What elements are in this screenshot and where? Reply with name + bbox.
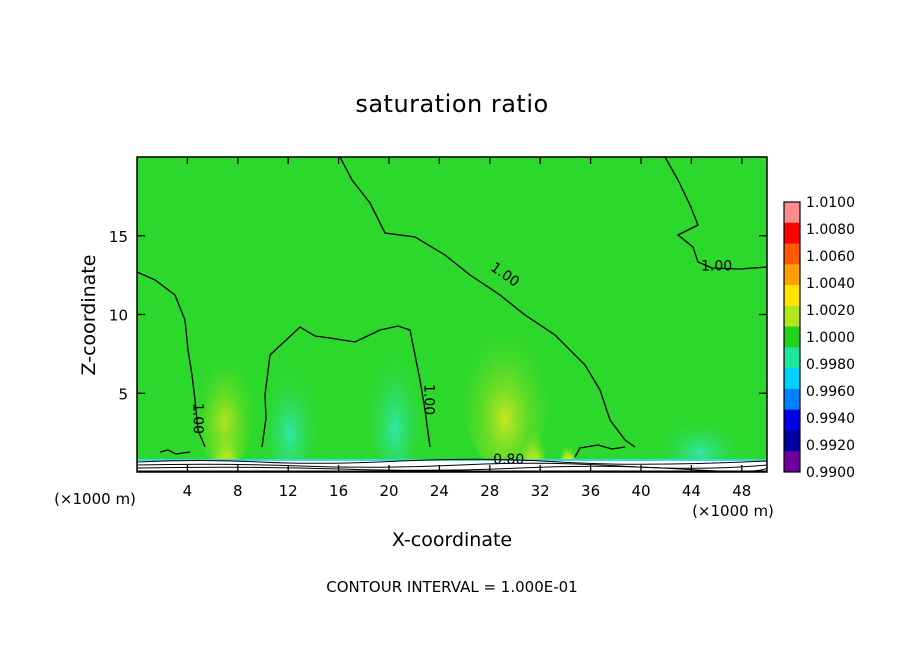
x-tick-label: 32 [531,482,550,500]
colorbar-swatch [784,285,800,307]
contour-lines [137,157,767,458]
x-tick-label: 40 [631,482,650,500]
colorbar-label: 0.9940 [806,411,855,427]
plume [212,400,240,472]
y-unit-label: (×1000 m) [54,490,136,508]
x-tick-label: 4 [183,482,193,500]
contour-label: 0.80 [493,452,524,468]
colorbar-frame [783,201,801,473]
surface-contours [137,458,767,472]
colorbar-swatch [784,451,800,473]
x-unit-label: (×1000 m) [692,502,774,520]
colorbar-swatch [784,202,800,224]
x-tick-label: 36 [581,482,600,500]
x-tick-label: 12 [279,482,298,500]
contour-label: 1.00 [190,403,206,434]
colorbar-swatch [784,326,800,348]
x-tick-label: 8 [233,482,243,500]
x-axis: 4 8 12 16 20 24 28 32 36 40 44 48 [183,157,751,500]
y-tick-label: 15 [109,228,128,246]
y-axis-label: Z-coordinate [78,255,100,376]
field-patch [195,330,255,470]
colorbar-swatch [784,368,800,390]
y-axis: 5 10 15 [109,228,767,403]
colorbar-swatch [784,409,800,431]
colorbar-swatch [784,388,800,411]
colorbar-label: 0.9960 [806,384,855,400]
colorbar-label: 0.9920 [806,438,855,454]
field-patch [660,410,740,470]
colorbar-swatch [784,347,800,369]
colorbar-label: 1.0040 [806,276,855,292]
colorbar-swatch [784,243,800,265]
y-tick-label: 10 [109,307,128,325]
plot-area [137,157,767,472]
colorbar-swatch [784,430,800,452]
colorbar-swatch [784,222,800,245]
colorbar-label: 0.9980 [806,357,855,373]
chart-title: saturation ratio [355,90,548,118]
colorbar-swatch [784,305,800,328]
contour-label: 1.00 [420,384,436,415]
colorbar-label: 1.0060 [806,249,855,265]
x-tick-label: 20 [379,482,398,500]
x-tick-label: 48 [732,482,751,500]
contour-label: 1.00 [701,258,732,274]
colorbar-label: 1.0000 [806,330,855,346]
contour-interval-note: CONTOUR INTERVAL = 1.000E-01 [326,578,577,596]
colorbar-label: 1.0020 [806,303,855,319]
x-tick-label: 16 [329,482,348,500]
x-tick-label: 44 [682,482,701,500]
y-tick-label: 5 [118,385,128,403]
x-axis-label: X-coordinate [392,529,512,551]
plume [521,405,545,472]
colorbar-swatch [784,264,800,286]
x-tick-label: 28 [480,482,499,500]
x-tick-label: 24 [430,482,449,500]
field-patch [262,350,318,470]
colorbar-label: 1.0080 [806,222,855,238]
colorbar: 1.0100 1.0080 1.0060 1.0040 1.0020 1.0000 0.99… [783,195,855,481]
field-patch [367,330,423,470]
colorbar-label: 1.0100 [806,195,855,211]
colorbar-label: 0.9900 [806,465,855,481]
